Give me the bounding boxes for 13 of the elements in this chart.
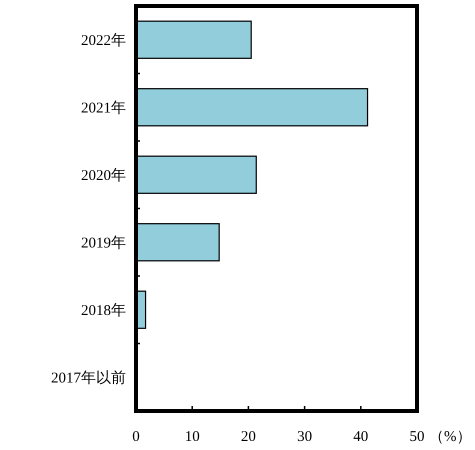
y-tick-label: 2017年以前 — [51, 369, 126, 386]
x-tick-label: 30 — [297, 429, 312, 445]
y-tick-label: 2021年 — [81, 99, 126, 116]
y-tick-label: 2018年 — [81, 302, 126, 319]
y-tick-label: 2019年 — [81, 234, 126, 252]
y-tick-label: 2022年 — [81, 32, 126, 49]
x-tick-label: 10 — [184, 429, 200, 445]
x-tick-label: 0 — [132, 429, 140, 445]
x-tick-label: 50 — [410, 429, 424, 445]
x-tick-label: 20 — [240, 429, 256, 445]
x-axis-title: （%） — [429, 429, 472, 445]
y-tick-label: 2020年 — [81, 166, 126, 184]
x-tick-label: 40 — [353, 429, 368, 445]
